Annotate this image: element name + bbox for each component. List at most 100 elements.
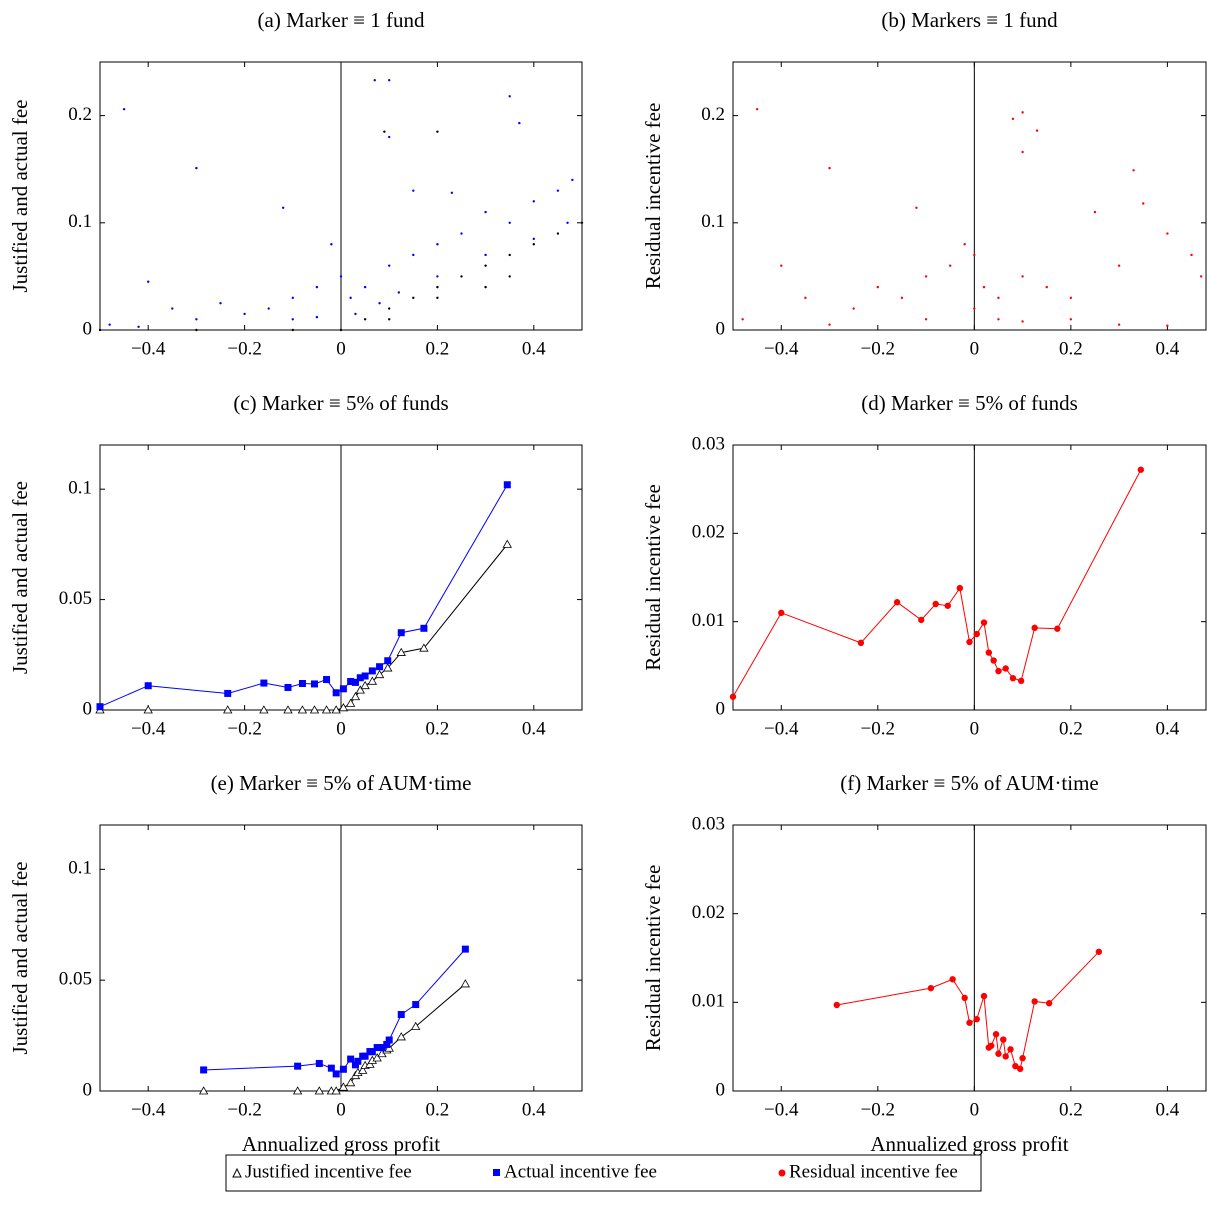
scatter-point xyxy=(876,285,879,289)
marker xyxy=(420,624,428,632)
legend: Justified incentive fee Actual incentive… xyxy=(225,1154,982,1192)
scatter-point xyxy=(281,206,285,209)
marker xyxy=(327,1064,335,1072)
marker xyxy=(1019,1054,1026,1062)
y-tick-label: 0.1 xyxy=(701,211,725,232)
marker xyxy=(1002,665,1009,672)
x-tick-label: 0 xyxy=(336,338,346,359)
marker xyxy=(368,667,376,675)
scatter-point xyxy=(378,302,381,305)
scatter-point xyxy=(1011,117,1015,121)
marker xyxy=(338,1082,349,1091)
x-tick-label: 0.2 xyxy=(1059,718,1083,739)
scatter-point xyxy=(108,323,111,326)
x-tick-label: −0.4 xyxy=(131,718,166,739)
panel-title: (a) Marker ≡ 1 fund xyxy=(258,8,425,32)
x-axis-label: Annualized gross profit xyxy=(870,1132,1068,1156)
scatter-point xyxy=(1069,296,1073,300)
scatter-point xyxy=(219,302,222,305)
scatter-point xyxy=(484,264,487,267)
x-tick-label: −0.4 xyxy=(764,338,799,359)
x-tick-label: −0.2 xyxy=(227,338,261,359)
scatter-point xyxy=(388,307,391,310)
scatter-point xyxy=(915,206,918,209)
scatter-point xyxy=(580,221,584,224)
y-tick-label: 0 xyxy=(83,318,93,339)
scatter-point xyxy=(137,325,140,328)
x-tick-label: −0.2 xyxy=(227,718,261,739)
scatter-point xyxy=(780,264,783,267)
scatter-point xyxy=(1093,210,1097,214)
scatter-point xyxy=(1117,323,1121,326)
scatter-point xyxy=(982,285,986,289)
marker xyxy=(460,979,471,988)
x-tick-label: −0.4 xyxy=(764,1099,799,1120)
scatter-point xyxy=(383,130,386,133)
marker xyxy=(351,678,359,686)
marker xyxy=(383,663,393,672)
marker xyxy=(354,1057,362,1065)
y-tick-label: 0.01 xyxy=(692,991,725,1012)
marker xyxy=(973,1015,980,1023)
x-tick-label: 0.4 xyxy=(522,718,546,739)
marker xyxy=(1000,1036,1007,1043)
legend-label: Actual incentive fee xyxy=(504,1161,657,1182)
series-line xyxy=(732,469,1142,697)
scatter-point xyxy=(508,275,511,278)
scatter-point xyxy=(412,189,415,192)
scatter-point xyxy=(147,280,150,283)
scatter-point xyxy=(436,296,439,300)
scatter-point xyxy=(852,307,855,310)
y-tick-label: 0.1 xyxy=(68,858,92,879)
x-tick-label: −0.4 xyxy=(131,1099,166,1120)
marker xyxy=(144,682,152,690)
y-tick-label: 0 xyxy=(83,698,93,719)
scatter-point xyxy=(571,178,574,182)
marker xyxy=(397,1011,405,1019)
scatter-point xyxy=(363,318,367,321)
marker xyxy=(260,679,268,687)
scatter-point xyxy=(1021,111,1024,114)
y-axis-label: Residual incentive fee xyxy=(641,103,665,290)
scatter-point xyxy=(508,95,511,98)
scatter-point xyxy=(436,130,439,133)
marker xyxy=(980,619,988,626)
scatter-point xyxy=(1166,232,1169,235)
marker xyxy=(96,703,104,711)
series-line xyxy=(836,951,1100,1070)
x-tick-label: 0.4 xyxy=(1156,338,1180,359)
scatter-point xyxy=(1021,150,1024,154)
marker xyxy=(351,1061,359,1069)
legend-box xyxy=(225,1154,982,1192)
marker xyxy=(1007,1046,1014,1053)
marker xyxy=(778,609,785,617)
scatter-point xyxy=(339,328,343,332)
marker xyxy=(284,683,292,691)
marker xyxy=(339,1065,347,1073)
plot-frame xyxy=(732,444,1207,711)
marker xyxy=(292,1086,303,1095)
scatter-point xyxy=(388,135,391,139)
scatter-point xyxy=(963,243,966,246)
marker xyxy=(893,599,901,606)
scatter-point xyxy=(412,296,415,300)
marker xyxy=(857,639,865,647)
panel-title: (e) Marker ≡ 5% of AUM·time xyxy=(211,771,472,795)
x-tick-label: 0.2 xyxy=(426,1099,450,1120)
scatter-point xyxy=(828,323,831,326)
scatter-point xyxy=(973,307,976,310)
scatter-point xyxy=(339,275,343,278)
series-line xyxy=(99,484,508,708)
y-tick-label: 0.1 xyxy=(68,211,92,232)
scatter-point xyxy=(556,189,560,192)
marker xyxy=(356,674,364,682)
x-tick-label: 0 xyxy=(970,1099,980,1120)
marker xyxy=(1017,677,1025,685)
scatter-point xyxy=(566,221,569,224)
marker xyxy=(949,976,956,983)
marker xyxy=(347,678,355,686)
marker xyxy=(932,600,939,608)
scatter-point xyxy=(1117,264,1121,267)
marker xyxy=(1016,1065,1024,1073)
